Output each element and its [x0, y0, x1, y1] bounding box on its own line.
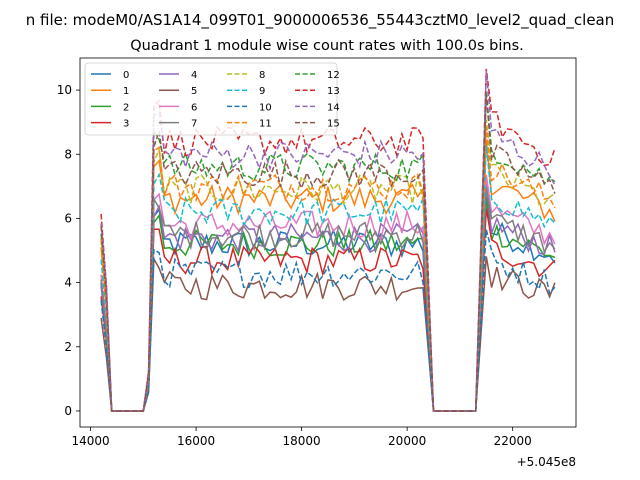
legend-label-3: 3: [123, 119, 129, 130]
legend-label-11: 11: [259, 119, 272, 130]
legend-label-8: 8: [259, 70, 265, 81]
x-axis: 14000 16000 18000 20000 22000: [71, 427, 532, 448]
series-line-9: [100, 144, 556, 412]
axes-frame: [79, 57, 577, 428]
y-tick-label: 4: [64, 276, 72, 290]
y-tick-label: 10: [57, 83, 72, 97]
series-line-5: [100, 256, 556, 412]
legend-label-2: 2: [123, 102, 129, 113]
series-line-4: [100, 182, 556, 412]
y-tick-label: 6: [64, 211, 72, 225]
series-line-0: [100, 196, 556, 412]
legend-label-10: 10: [259, 102, 272, 113]
x-tick-label: 18000: [283, 434, 321, 448]
legend-label-0: 0: [123, 70, 129, 81]
legend-label-7: 7: [191, 119, 197, 130]
legend-label-13: 13: [327, 86, 340, 97]
y-tick-label: 0: [64, 404, 72, 418]
legend-label-5: 5: [191, 86, 197, 97]
legend-label-4: 4: [191, 70, 197, 81]
x-tick-label: 16000: [177, 434, 215, 448]
x-tick-label: 22000: [494, 434, 532, 448]
legend-label-1: 1: [123, 86, 129, 97]
x-tick-label: 14000: [71, 434, 109, 448]
y-tick-label: 8: [64, 147, 72, 161]
y-tick-label: 2: [64, 340, 72, 354]
legend-label-6: 6: [191, 102, 197, 113]
series-line-7: [100, 187, 556, 412]
x-offset-label: +5.045e8: [517, 455, 576, 469]
series-line-15: [100, 93, 556, 412]
legend-label-15: 15: [327, 119, 340, 130]
figure-suptitle: n file: modeM0/AS1A14_099T01_9000006536_…: [26, 11, 615, 30]
legend-label-12: 12: [327, 70, 340, 81]
y-axis: 0 2 4 6 8 10: [57, 83, 80, 418]
x-tick-label: 20000: [388, 434, 426, 448]
chart-title: Quadrant 1 module wise count rates with …: [130, 38, 524, 54]
legend-label-9: 9: [259, 86, 265, 97]
legend-label-14: 14: [327, 102, 340, 113]
legend-frame: [84, 62, 338, 136]
